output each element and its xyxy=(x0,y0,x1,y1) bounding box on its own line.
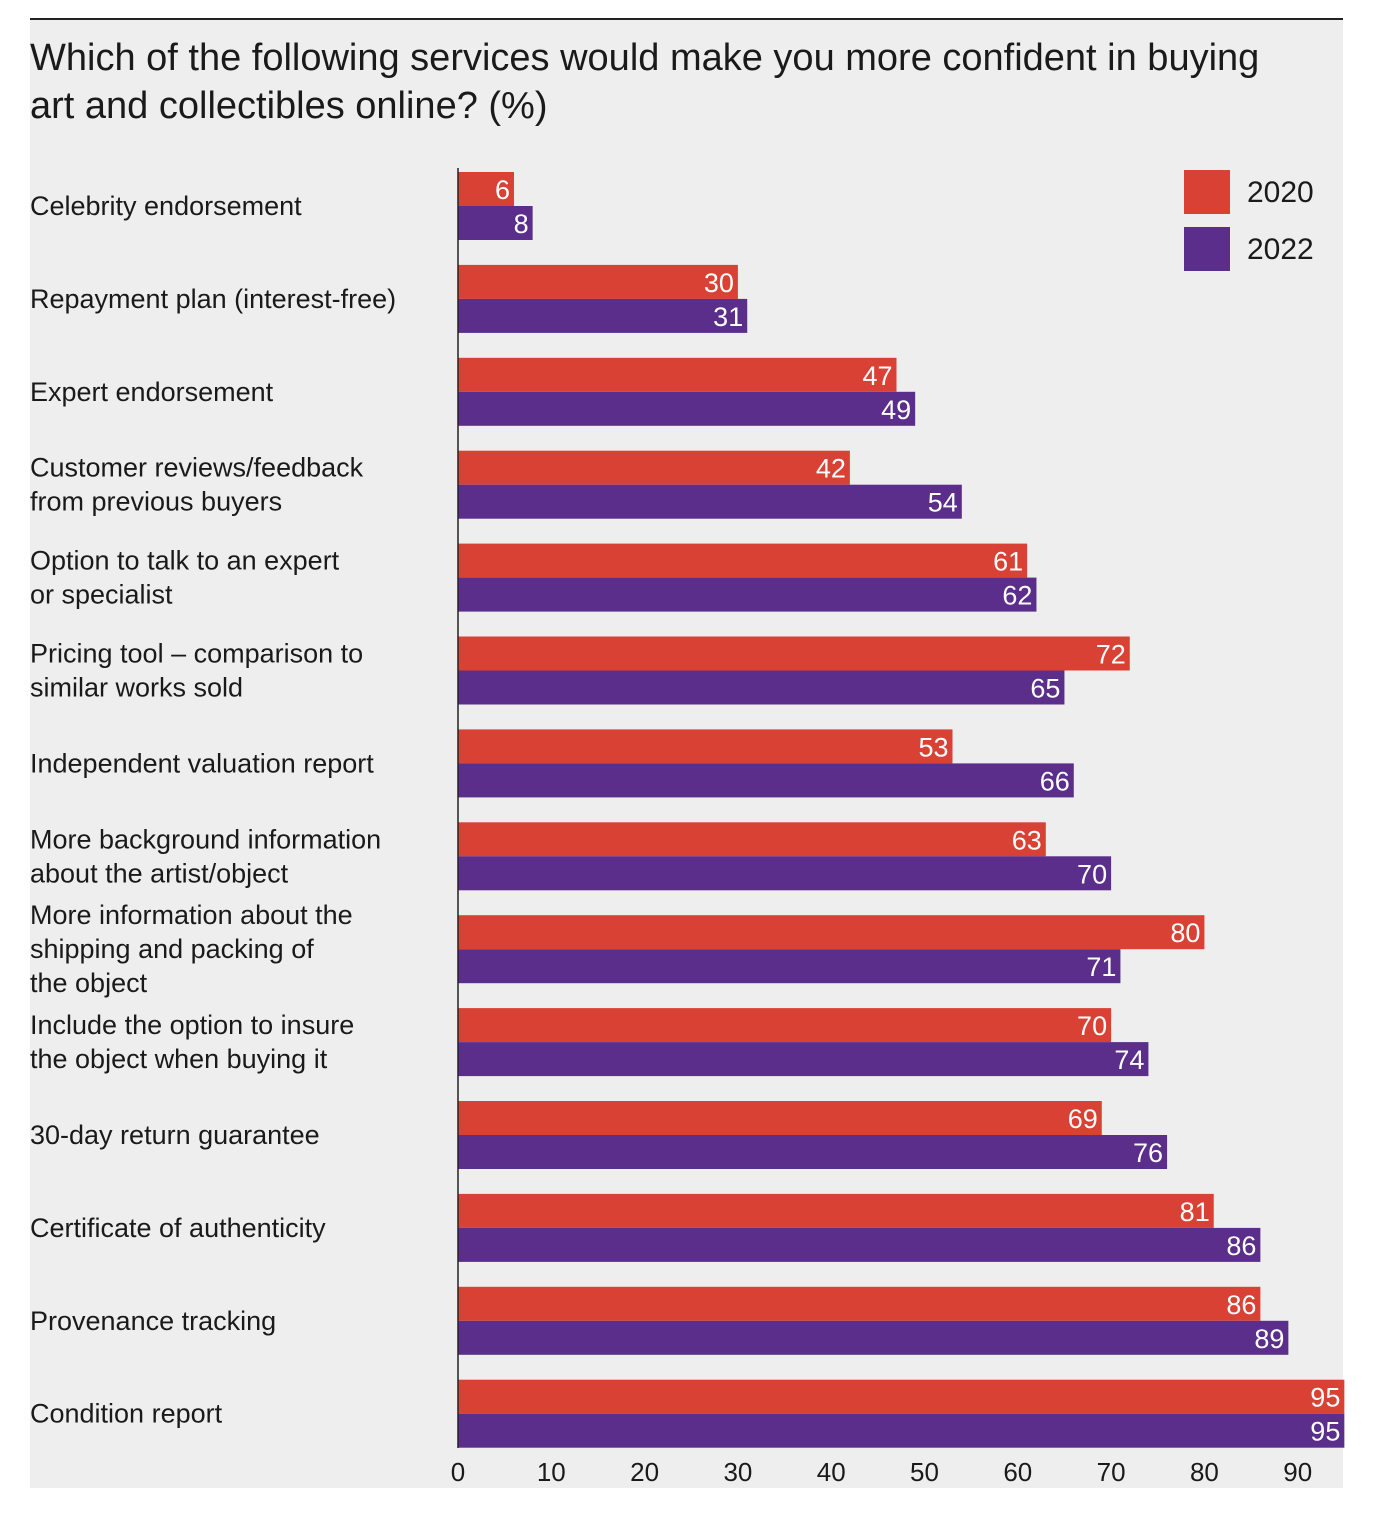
bar-2022-5 xyxy=(458,577,1037,612)
bar-2022-11 xyxy=(458,1135,1168,1169)
bar-2022-8 xyxy=(458,856,1112,891)
bar-value-label-2020: 72 xyxy=(1096,640,1126,670)
bar-value-label-2022: 54 xyxy=(928,488,958,518)
legend-label-2022: 2022 xyxy=(1247,233,1314,266)
category-label: More information about the shipping and p… xyxy=(30,900,353,998)
bar-value-label-2022: 31 xyxy=(713,302,743,332)
bar-2022-1 xyxy=(458,206,533,240)
x-tick-label: 20 xyxy=(630,1457,659,1487)
bar-value-label-2022: 76 xyxy=(1133,1138,1163,1168)
bar-value-label-2020: 53 xyxy=(918,732,948,762)
category-label: Certificate of authenticity xyxy=(30,1213,326,1243)
bar-2022-14 xyxy=(458,1413,1345,1448)
bar-2022-9 xyxy=(458,949,1121,984)
bar-value-label-2022: 65 xyxy=(1030,674,1060,704)
x-tick-label: 30 xyxy=(723,1457,752,1487)
bar-value-label-2020: 69 xyxy=(1068,1104,1098,1134)
bar-2020-10 xyxy=(458,1008,1112,1043)
chart-title: Which of the following services would ma… xyxy=(30,37,1260,127)
bar-2020-9 xyxy=(458,915,1205,950)
bar-value-label-2022: 74 xyxy=(1114,1045,1144,1075)
bar-value-label-2020: 86 xyxy=(1226,1290,1256,1320)
x-tick-label: 10 xyxy=(537,1457,566,1487)
category-label: Option to talk to an expert or specialist xyxy=(30,546,340,610)
bar-value-label-2020: 42 xyxy=(816,454,846,484)
legend-label-2020: 2020 xyxy=(1247,176,1314,209)
category-label: Include the option to insure the object w… xyxy=(30,1010,354,1074)
bars-group: 6830314749425461627265536663708071707469… xyxy=(458,172,1345,1448)
bar-value-label-2022: 70 xyxy=(1077,859,1107,889)
bar-2020-4 xyxy=(458,450,850,485)
category-label: Expert endorsement xyxy=(30,377,274,407)
bar-value-label-2022: 8 xyxy=(514,209,529,239)
bar-value-label-2020: 6 xyxy=(495,175,510,205)
legend-swatch-2020 xyxy=(1184,170,1230,214)
legend: 2020 2022 xyxy=(1184,170,1314,271)
bar-2022-4 xyxy=(458,484,962,519)
x-tick-label: 0 xyxy=(451,1457,465,1487)
x-tick-label: 40 xyxy=(817,1457,846,1487)
bar-value-label-2020: 61 xyxy=(993,547,1023,577)
bar-value-label-2020: 47 xyxy=(862,361,892,391)
bar-value-label-2020: 70 xyxy=(1077,1011,1107,1041)
bar-value-label-2022: 89 xyxy=(1254,1324,1284,1354)
bar-2022-12 xyxy=(458,1227,1261,1262)
bar-2022-6 xyxy=(458,670,1065,705)
bar-2022-13 xyxy=(458,1320,1289,1355)
bar-2020-13 xyxy=(458,1286,1261,1321)
category-label: Repayment plan (interest-free) xyxy=(30,284,396,314)
bar-2020-3 xyxy=(458,357,897,392)
bar-2020-11 xyxy=(458,1101,1102,1135)
top-rule xyxy=(30,18,1343,20)
x-tick-label: 50 xyxy=(910,1457,939,1487)
category-label: More background information about the art… xyxy=(30,824,381,888)
bar-2022-3 xyxy=(458,391,916,426)
x-tick-label: 70 xyxy=(1097,1457,1126,1487)
category-label: Pricing tool – comparison to similar work… xyxy=(30,639,363,703)
bar-2022-2 xyxy=(458,298,748,333)
x-tick-label: 80 xyxy=(1190,1457,1219,1487)
bar-2020-8 xyxy=(458,822,1046,857)
category-label: Celebrity endorsement xyxy=(30,191,302,221)
bar-2020-14 xyxy=(458,1379,1345,1414)
x-tick-label: 90 xyxy=(1283,1457,1312,1487)
category-label: Independent valuation report xyxy=(30,748,374,778)
category-label: Provenance tracking xyxy=(30,1306,276,1336)
bar-value-label-2020: 81 xyxy=(1180,1197,1210,1227)
bar-value-label-2022: 71 xyxy=(1086,952,1116,982)
category-labels-group: Celebrity endorsement Repayment plan (int… xyxy=(30,191,396,1429)
bar-value-label-2022: 66 xyxy=(1040,766,1070,796)
bar-2020-12 xyxy=(458,1193,1214,1228)
category-label: Customer reviews/feedback from previous b… xyxy=(30,453,364,517)
bar-2020-2 xyxy=(458,264,738,299)
bar-value-label-2020: 30 xyxy=(704,268,734,298)
bar-2020-5 xyxy=(458,543,1028,578)
bar-value-label-2020: 80 xyxy=(1170,918,1200,948)
bar-2020-6 xyxy=(458,636,1130,671)
bar-value-label-2022: 62 xyxy=(1002,581,1032,611)
axis-group: 0 10 20 30 40 50 60 70 80 90 xyxy=(451,168,1312,1487)
legend-swatch-2022 xyxy=(1184,227,1230,271)
bar-value-label-2020: 63 xyxy=(1012,825,1042,855)
bar-value-label-2022: 49 xyxy=(881,395,911,425)
category-label: 30-day return guarantee xyxy=(30,1120,320,1150)
bar-2020-7 xyxy=(458,729,953,764)
bar-2022-7 xyxy=(458,763,1074,798)
x-tick-label: 60 xyxy=(1003,1457,1032,1487)
bar-2022-10 xyxy=(458,1042,1149,1077)
bar-value-label-2020: 95 xyxy=(1310,1383,1340,1413)
bar-value-label-2022: 86 xyxy=(1226,1231,1256,1261)
category-label: Condition report xyxy=(30,1399,223,1429)
bar-2020-1 xyxy=(458,172,514,206)
bar-value-label-2022: 95 xyxy=(1310,1417,1340,1447)
